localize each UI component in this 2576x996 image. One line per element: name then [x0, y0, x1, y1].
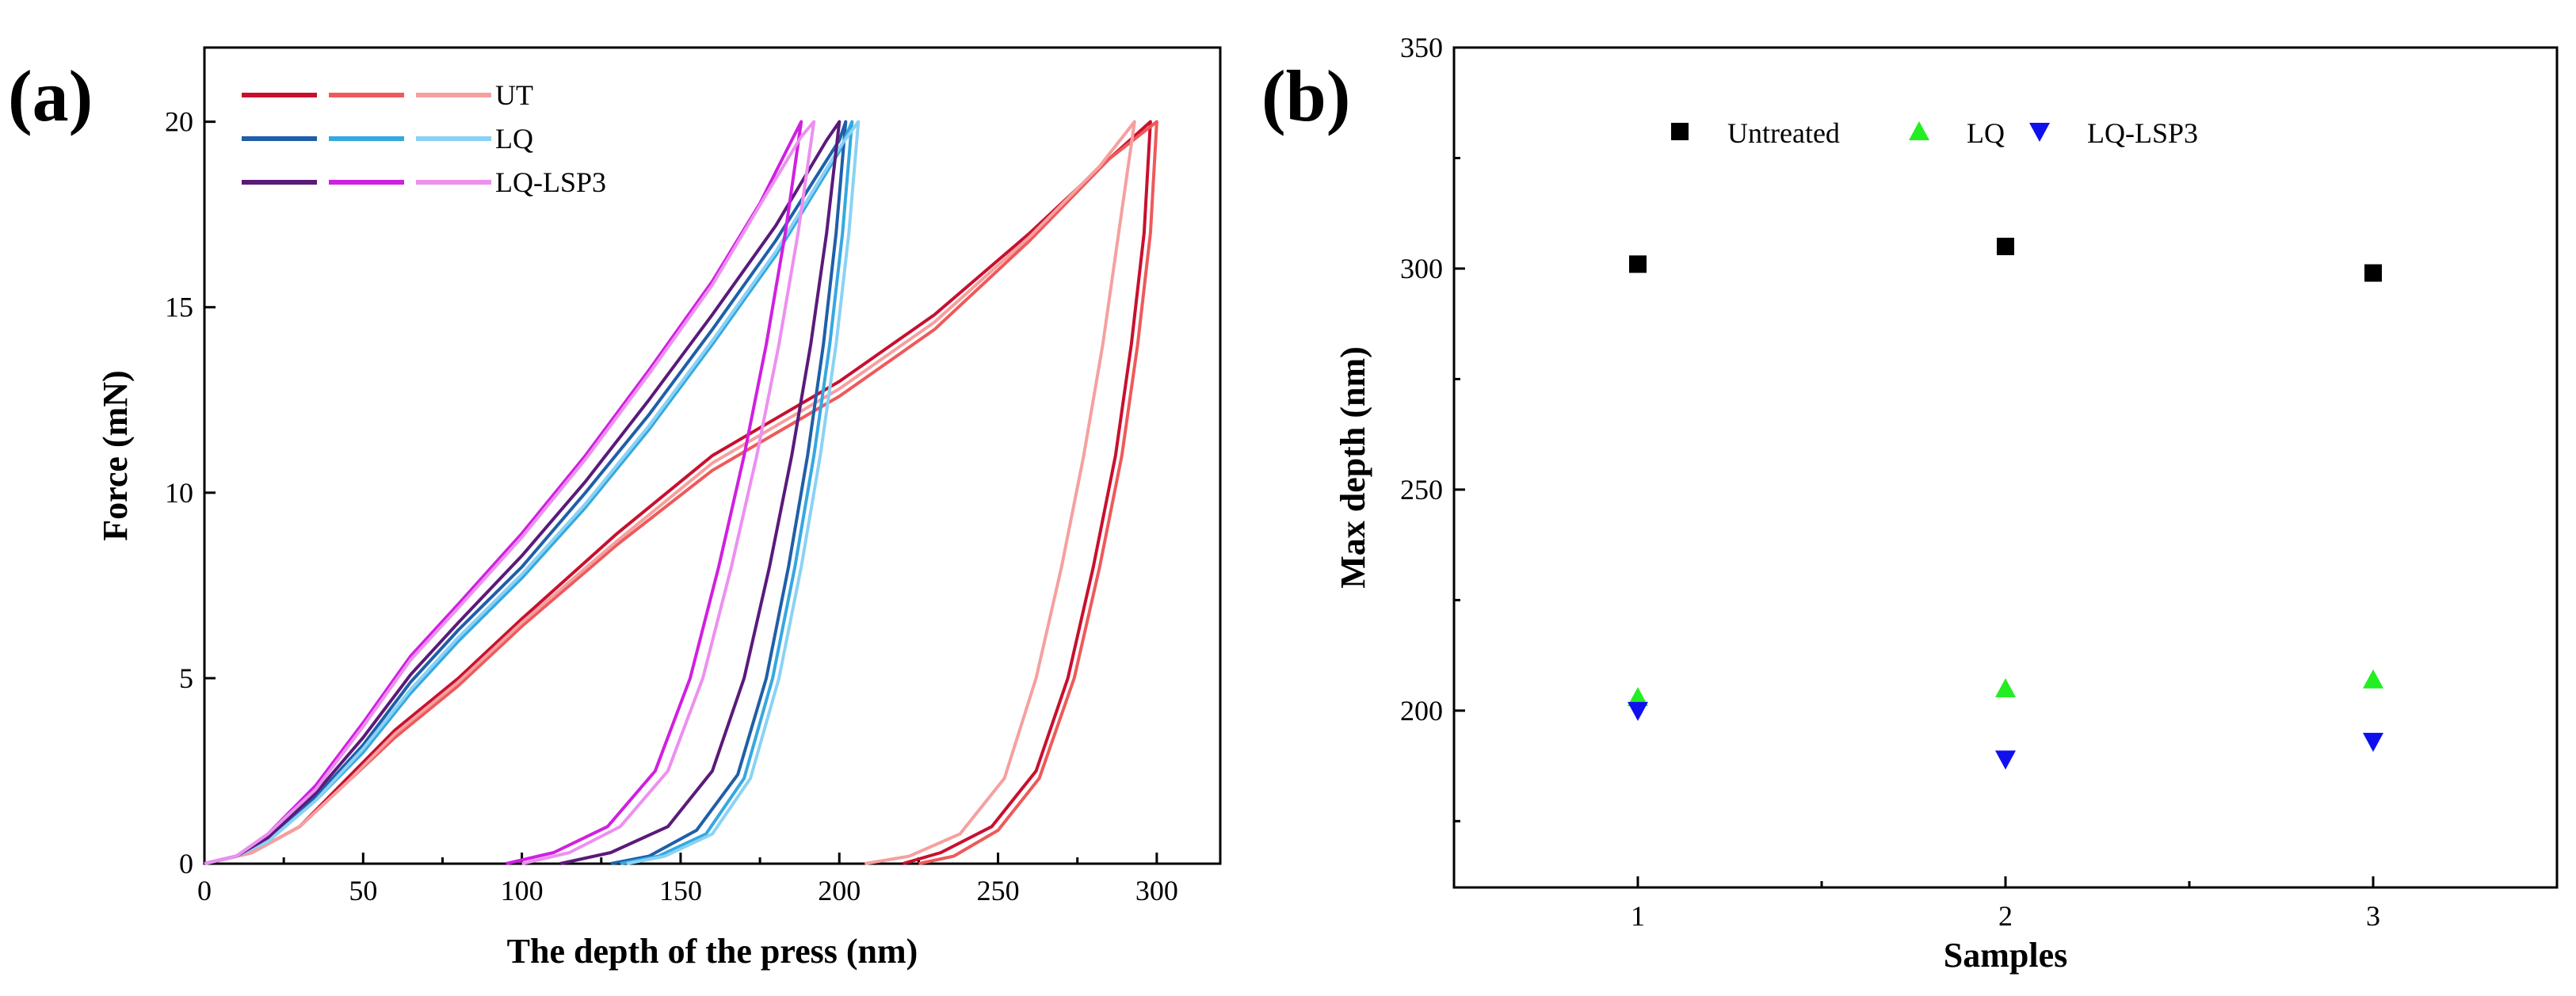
y-tick-label: 0 — [179, 848, 193, 880]
panel-a-legend: UT LQ LQ-LSP3 — [242, 79, 606, 198]
panel-b-x-ticks: 1 2 3 — [1631, 876, 2380, 932]
curve-lq-lsp3 — [204, 120, 841, 865]
y-tick-label: 250 — [1400, 474, 1443, 506]
panel-b-label: (b) — [1261, 55, 1350, 136]
x-tick-label: 150 — [659, 875, 702, 906]
legend-label: LQ — [495, 123, 533, 155]
point-lq — [1995, 677, 2016, 697]
point-lq — [2363, 669, 2383, 689]
y-tick-label: 350 — [1400, 32, 1443, 63]
point-lq-lsp3 — [2363, 732, 2383, 752]
curve-ut — [204, 120, 1136, 865]
point-untreated — [1629, 255, 1647, 273]
x-tick-label: 100 — [501, 875, 544, 906]
legend-marker-lq-lsp3 — [2029, 123, 2050, 142]
panel-a-x-ticks: 0 50 100 150 200 250 300 — [197, 853, 1178, 906]
legend-marker-lq — [1909, 121, 1929, 140]
panel-a-y-ticks: 0 5 10 15 20 — [165, 106, 216, 880]
panel-a-curves — [204, 120, 1158, 865]
point-untreated — [2364, 264, 2382, 282]
point-lq-lsp3 — [1628, 701, 1648, 721]
y-tick-label: 15 — [165, 292, 193, 323]
x-tick-label: 250 — [977, 875, 1020, 906]
y-tick-label: 200 — [1400, 695, 1443, 727]
y-tick-label: 5 — [179, 662, 193, 694]
curve-lq — [204, 120, 854, 865]
panel-a: (a) 0 50 100 150 200 250 300 0 5 10 15 20 UT LQ LQ-L… — [8, 46, 1222, 971]
y-tick-label: 20 — [165, 106, 193, 138]
x-tick-label: 0 — [197, 875, 212, 906]
legend-label: LQ — [1967, 117, 2005, 149]
curve-lq — [204, 120, 861, 865]
panel-b-points — [1628, 238, 2383, 770]
x-tick-label: 1 — [1631, 900, 1645, 932]
x-tick-label: 50 — [349, 875, 377, 906]
legend-label: LQ-LSP3 — [495, 166, 606, 198]
panel-b-y-ticks: 200 250 300 350 — [1400, 32, 1465, 822]
curve-lq — [204, 120, 848, 865]
panel-a-y-axis-label: Force (mN) — [96, 370, 135, 540]
curve-lq-lsp3 — [204, 120, 803, 865]
point-lq — [1628, 687, 1648, 707]
y-tick-label: 300 — [1400, 253, 1443, 284]
curve-ut — [204, 120, 1152, 865]
legend-marker-untreated — [1671, 123, 1689, 140]
legend-label: UT — [495, 79, 533, 111]
point-lq-lsp3 — [1995, 750, 2016, 770]
point-untreated — [1997, 238, 2014, 256]
panel-b-legend: Untreated LQ LQ-LSP3 — [1671, 117, 2198, 149]
panel-a-plot-frame — [203, 46, 1222, 865]
panel-a-label: (a) — [8, 55, 93, 136]
legend-label: LQ-LSP3 — [2087, 117, 2198, 149]
x-tick-label: 3 — [2366, 900, 2380, 932]
y-tick-label: 10 — [165, 477, 193, 509]
legend-label: Untreated — [1727, 117, 1840, 149]
curve-ut — [204, 120, 1158, 865]
panel-b-x-axis-label: Samples — [1944, 936, 2067, 975]
x-tick-label: 200 — [818, 875, 861, 906]
panel-a-x-axis-label: The depth of the press (nm) — [507, 932, 918, 971]
x-tick-label: 300 — [1135, 875, 1178, 906]
curve-lq-lsp3 — [204, 120, 816, 865]
panel-b-y-axis-label: Max depth (nm) — [1334, 346, 1372, 589]
x-tick-label: 2 — [1998, 900, 2013, 932]
